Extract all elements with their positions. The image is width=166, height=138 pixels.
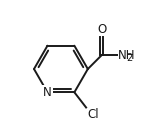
Text: 2: 2 [127,53,133,63]
Text: Cl: Cl [87,108,99,121]
Text: N: N [43,86,52,99]
Text: O: O [97,23,106,36]
Text: NH: NH [118,49,136,62]
